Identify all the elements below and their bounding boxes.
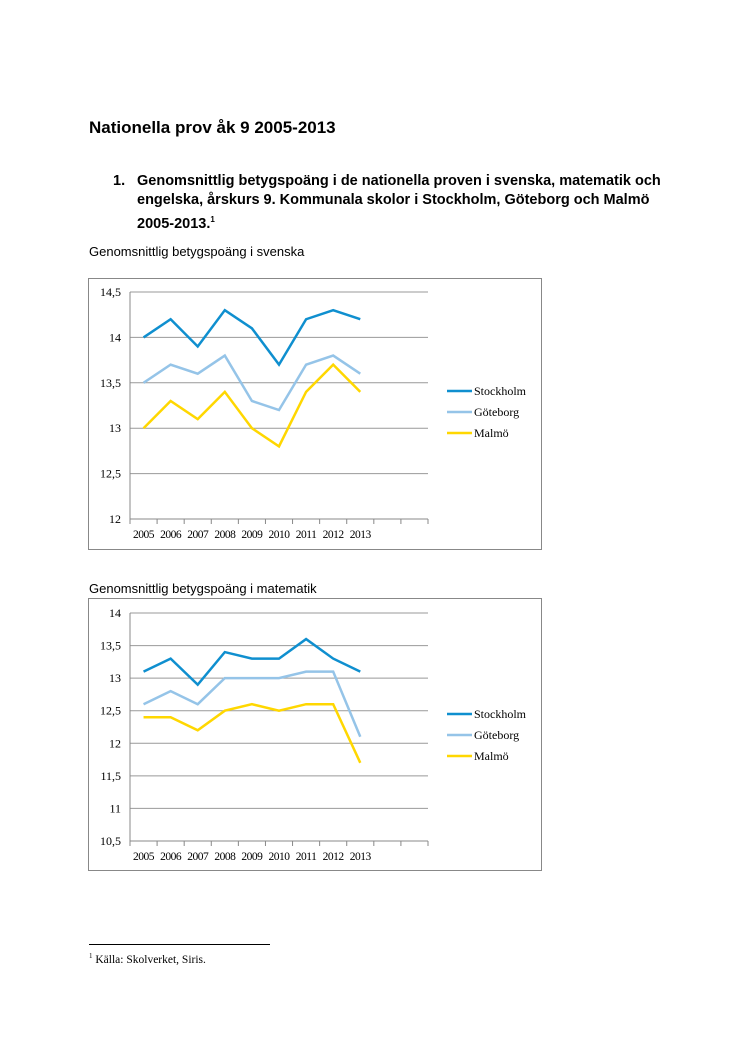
- page-title: Nationella prov åk 9 2005-2013: [89, 118, 336, 137]
- y-tick-label: 11: [109, 801, 121, 815]
- x-tick-label: 2005: [133, 529, 155, 541]
- legend-label: Stockholm: [474, 384, 527, 398]
- x-tick-label: 2007: [187, 851, 209, 863]
- x-tick-label: 2007: [187, 529, 209, 541]
- x-tick-label: 2012: [323, 529, 345, 541]
- chart-title-svenska: Genomsnittlig betygspoäng i svenska: [89, 244, 305, 259]
- chart-svenska: 12 12,5 13 13,5 14 14,5 2005 2006 2007 2008 2009 20…: [88, 278, 542, 550]
- footnote-ref: 1: [210, 215, 215, 224]
- section-text: Genomsnittlig betygspoäng i de nationell…: [137, 173, 661, 232]
- x-tick-label: 2011: [296, 851, 317, 863]
- y-tick-label: 12: [109, 512, 121, 526]
- chart-matematik: 10,5 11 11,5 12 12,5 13 13,5 14 2005 2006 2007 2008…: [88, 598, 542, 871]
- x-tick-label: 2008: [214, 529, 236, 541]
- series-line-stockholm: [143, 637, 361, 687]
- footnote-number: 1: [89, 952, 93, 960]
- x-tick-label: 2008: [214, 851, 236, 863]
- y-tick-label: 13: [109, 421, 121, 435]
- chart-title-matematik: Genomsnittlig betygspoäng i matematik: [89, 581, 317, 596]
- x-tick-label: 2009: [241, 851, 263, 863]
- series-line-göteborg: [142, 353, 361, 412]
- x-tick-label: 2006: [160, 529, 182, 541]
- legend-label: Stockholm: [474, 707, 527, 721]
- y-tick-label: 12: [109, 736, 121, 750]
- chart-svg: 12 12,5 13 13,5 14 14,5 2005 2006 2007 2008 2009 20…: [100, 285, 527, 541]
- legend-label: Göteborg: [474, 728, 519, 742]
- chart-svg: 10,5 11 11,5 12 12,5 13 13,5 14 2005 2006 2007 2008…: [100, 606, 527, 863]
- y-tick-label: 13,5: [100, 376, 121, 390]
- y-tick-label: 11,5: [100, 769, 121, 783]
- legend-label: Malmö: [474, 749, 509, 763]
- section-number: 1.: [113, 173, 126, 189]
- series-line-malmö: [142, 362, 362, 449]
- y-tick-label: 14: [109, 606, 121, 620]
- series-line-göteborg: [143, 670, 362, 738]
- footnote-divider: [89, 944, 270, 945]
- y-tick-label: 12,5: [100, 704, 121, 718]
- series-line-malmö: [143, 702, 362, 764]
- legend-label: Göteborg: [474, 405, 519, 419]
- y-tick-label: 10,5: [100, 834, 121, 848]
- x-tick-label: 2009: [241, 529, 263, 541]
- y-tick-label: 14,5: [100, 285, 121, 299]
- series-line-stockholm: [142, 308, 361, 367]
- y-tick-label: 14: [109, 330, 121, 344]
- footnote-text: Källa: Skolverket, Siris.: [95, 953, 206, 966]
- y-tick-label: 13: [109, 671, 121, 685]
- section-heading: 1. Genomsnittlig betygspoäng i de nation…: [113, 172, 673, 234]
- x-tick-label: 2006: [160, 851, 182, 863]
- x-tick-label: 2011: [296, 529, 317, 541]
- footnote: 1 Källa: Skolverket, Siris.: [89, 952, 206, 966]
- x-tick-label: 2013: [350, 851, 372, 863]
- x-tick-label: 2005: [133, 851, 155, 863]
- legend-label: Malmö: [474, 426, 509, 440]
- y-tick-label: 12,5: [100, 467, 121, 481]
- x-tick-label: 2010: [269, 529, 291, 541]
- x-tick-label: 2012: [323, 851, 345, 863]
- x-tick-label: 2013: [350, 529, 372, 541]
- x-tick-label: 2010: [269, 851, 291, 863]
- y-tick-label: 13,5: [100, 639, 121, 653]
